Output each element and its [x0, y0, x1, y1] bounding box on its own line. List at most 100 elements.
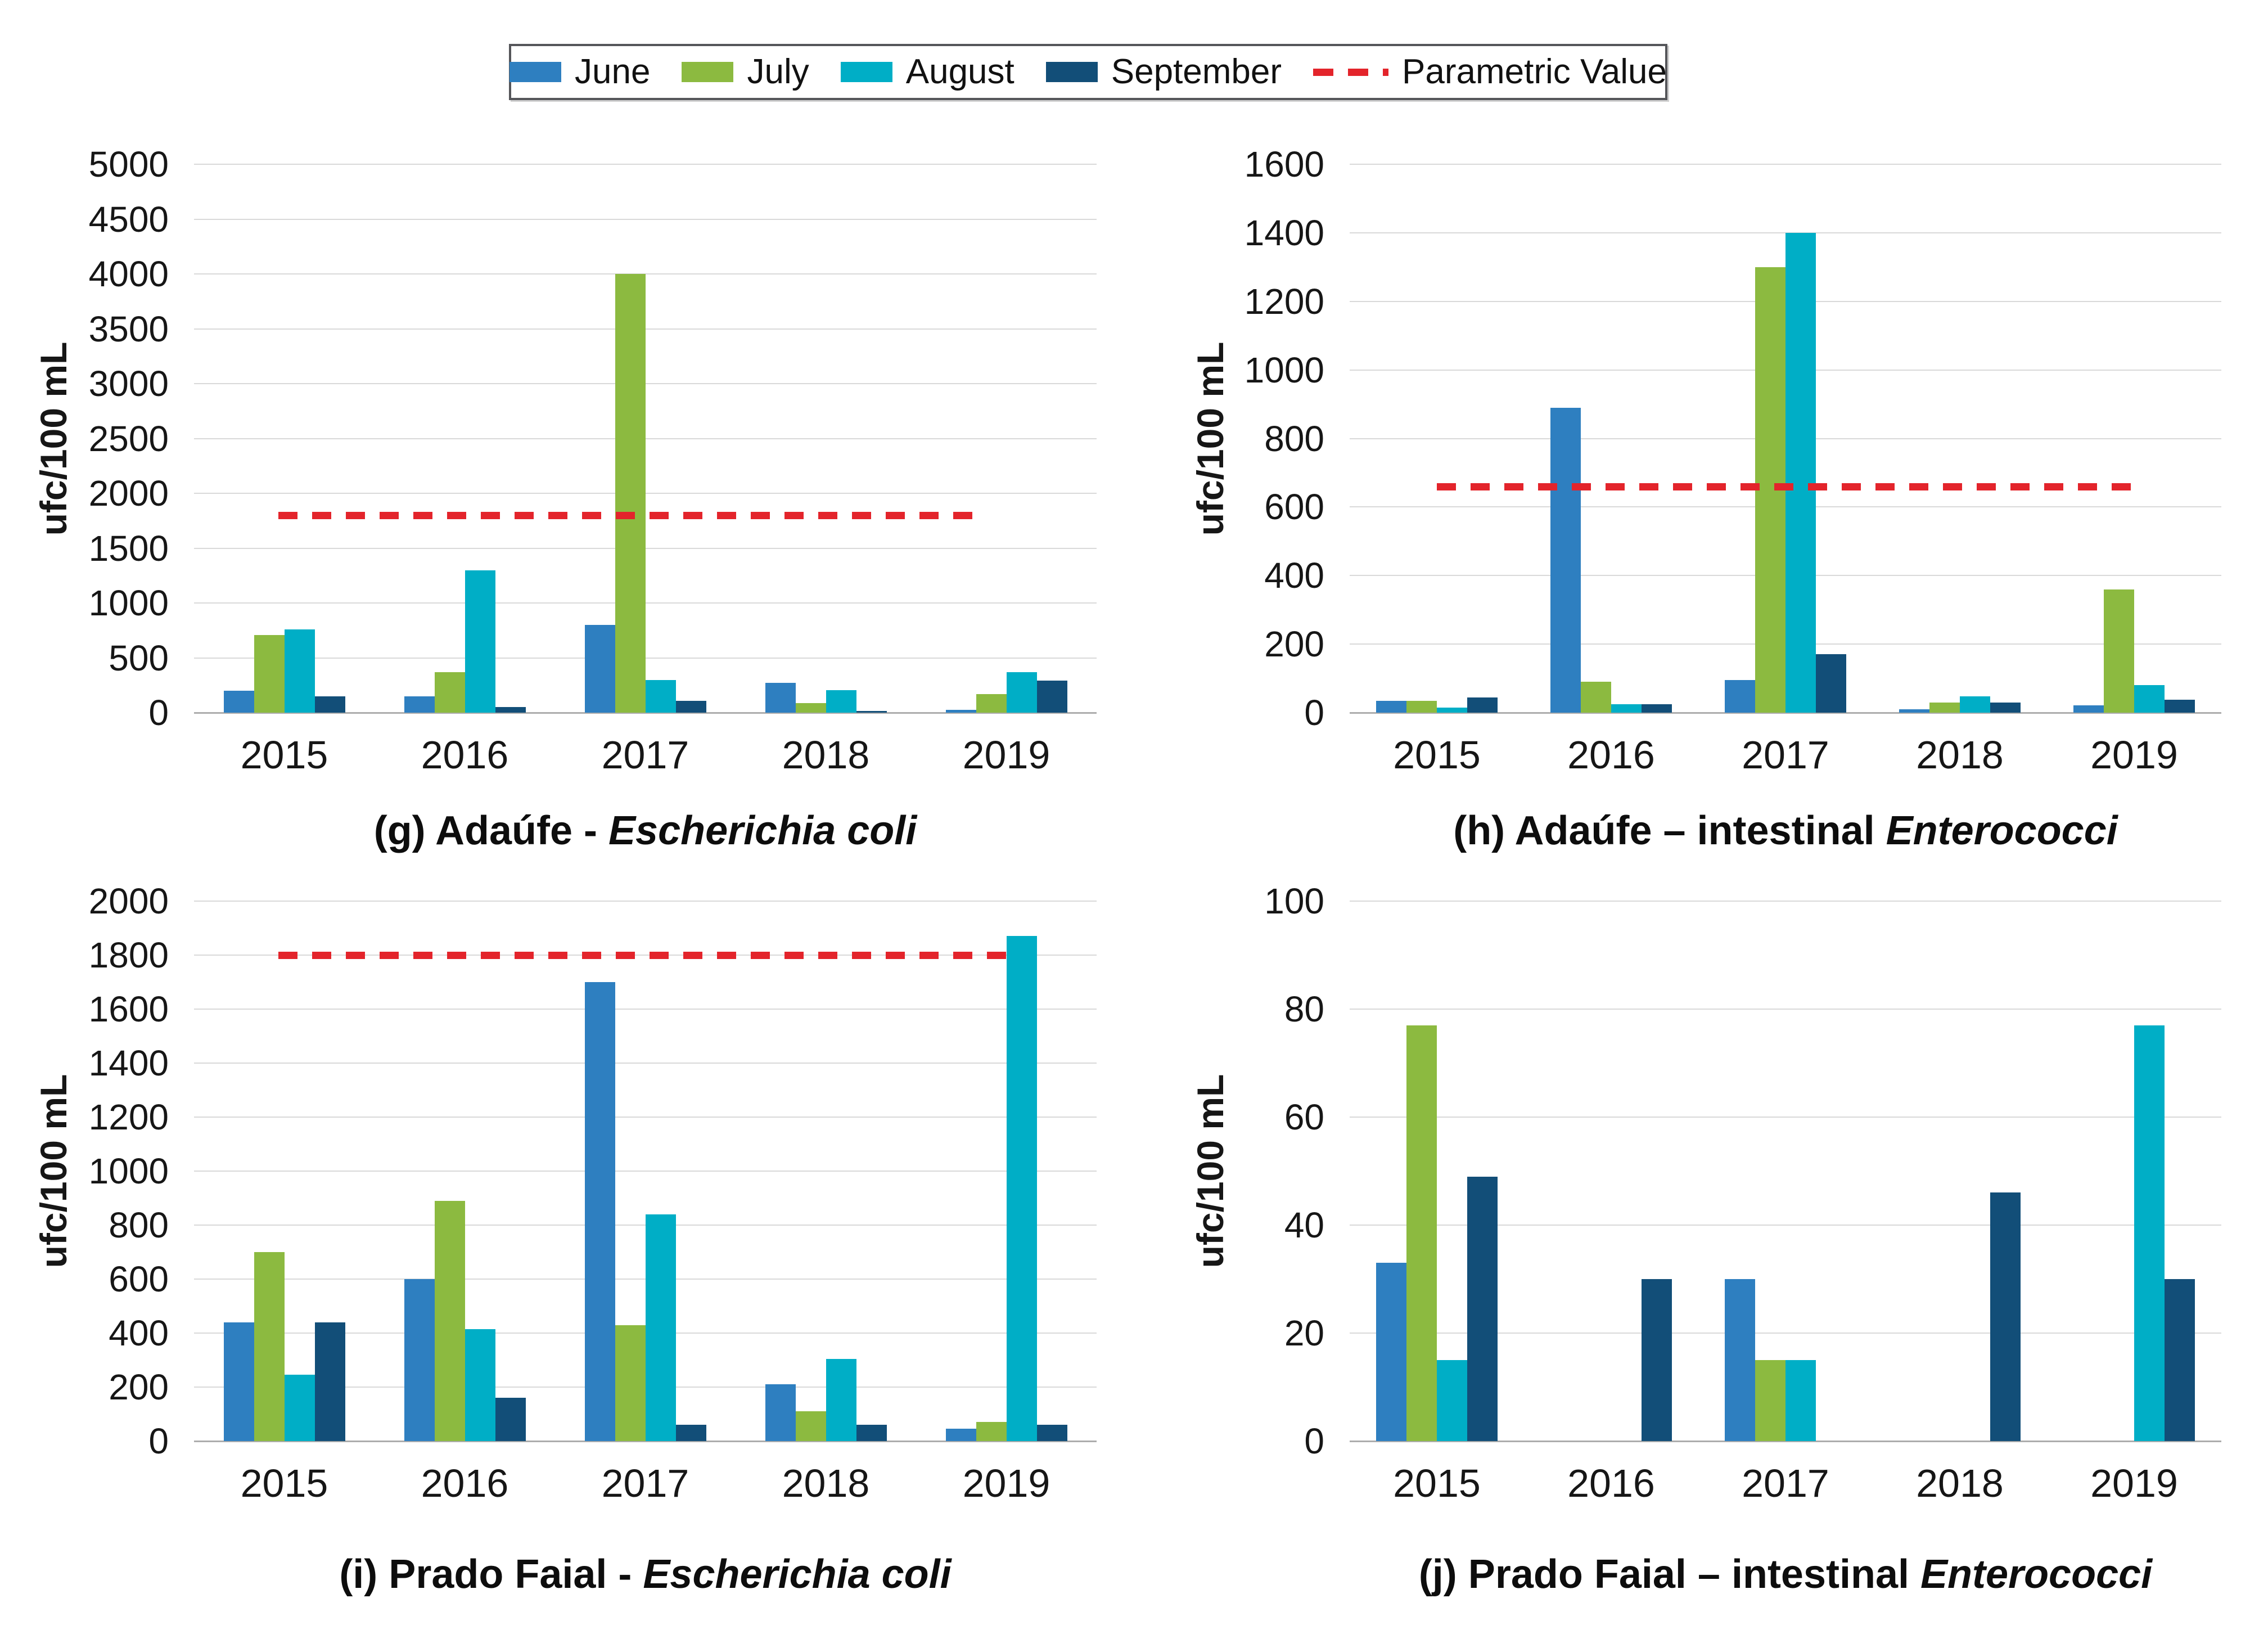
bar-august-2017: [645, 1214, 676, 1441]
y-tick-label: 400: [109, 1313, 169, 1353]
color-swatch-icon: [682, 62, 734, 82]
y-tick-label: 1500: [88, 528, 169, 569]
bar-june-2017: [584, 982, 615, 1441]
gridline: [1350, 1225, 2221, 1226]
parametric-value-line: [278, 512, 979, 519]
y-tick-label: 3500: [88, 308, 169, 349]
bar-july-2016: [1581, 682, 1611, 713]
x-axis-baseline: [194, 712, 1097, 714]
x-tick-label: 2017: [1742, 733, 1829, 777]
y-axis-title: ufc/100 mL: [33, 341, 74, 535]
color-swatch-icon: [840, 62, 892, 82]
y-tick-label: 2500: [88, 418, 169, 459]
bar-june-2016: [404, 1279, 435, 1441]
gridline: [1350, 901, 2221, 902]
bar-august-2019: [1006, 936, 1037, 1441]
bar-july-2018: [1929, 702, 1960, 713]
legend-item-parametric-value: Parametric Value: [1313, 55, 1667, 89]
y-tick-label: 500: [109, 637, 169, 678]
legend-item-june: June: [509, 55, 650, 89]
bar-july-2017: [615, 274, 646, 713]
legend-label: September: [1111, 52, 1282, 91]
bar-august-2016: [465, 1329, 495, 1441]
x-tick-label: 2016: [1567, 1461, 1655, 1505]
bar-september-2015: [1467, 697, 1498, 713]
y-tick-label: 800: [1264, 418, 1324, 459]
y-tick-label: 100: [1264, 881, 1324, 921]
caption-text: (h) Adaúfe – intestinal: [1453, 808, 1886, 853]
gridline: [1350, 1117, 2221, 1118]
y-tick-label: 5000: [88, 144, 169, 184]
bar-july-2019: [976, 694, 1007, 713]
bar-september-2017: [1816, 654, 1846, 713]
bar-june-2019: [2073, 705, 2104, 713]
bar-september-2019: [2165, 699, 2195, 713]
bar-june-2016: [404, 696, 435, 713]
chart-caption: (i) Prado Faial - Escherichia coli: [194, 1550, 1097, 1599]
bar-september-2019: [2165, 1279, 2195, 1441]
chart-caption: (h) Adaúfe – intestinal Enterococci: [1350, 807, 2221, 855]
bar-august-2015: [1437, 707, 1467, 713]
bar-september-2015: [314, 1322, 345, 1441]
y-tick-label: 4500: [88, 199, 169, 240]
x-tick-label: 2016: [421, 1461, 509, 1505]
bar-july-2019: [2104, 589, 2134, 713]
color-swatch-icon: [1045, 62, 1098, 82]
bar-august-2017: [1785, 1360, 1816, 1441]
y-tick-label: 800: [109, 1205, 169, 1245]
bar-june-2015: [1376, 700, 1406, 713]
x-axis-baseline: [1350, 1441, 2221, 1442]
legend-label: August: [905, 52, 1014, 91]
y-axis-title: ufc/100 mL: [1189, 1074, 1231, 1268]
bar-august-2016: [465, 570, 495, 713]
bar-august-2017: [1785, 232, 1816, 713]
x-tick-label: 2015: [240, 733, 328, 777]
bar-september-2019: [1036, 681, 1067, 713]
legend-label: July: [747, 52, 809, 91]
bar-september-2018: [856, 711, 887, 713]
x-tick-label: 2018: [782, 1461, 870, 1505]
x-tick-label: 2016: [421, 733, 509, 777]
bar-july-2017: [615, 1325, 646, 1441]
x-axis-baseline: [1350, 712, 2221, 714]
bar-september-2018: [1990, 702, 2021, 713]
y-tick-label: 2000: [88, 881, 169, 921]
gridline: [194, 273, 1097, 274]
bar-july-2015: [1406, 700, 1437, 713]
y-tick-label: 3000: [88, 363, 169, 404]
bar-june-2018: [765, 1384, 796, 1441]
caption-species-text: Enterococci: [1920, 1552, 2153, 1597]
gridline: [194, 1117, 1097, 1118]
gridline: [194, 1063, 1097, 1064]
bar-august-2016: [1611, 704, 1642, 713]
x-tick-label: 2015: [240, 1461, 328, 1505]
bar-july-2017: [1755, 1360, 1785, 1441]
gridline: [194, 383, 1097, 384]
bar-september-2017: [675, 1425, 706, 1441]
bar-august-2019: [2134, 1025, 2165, 1441]
x-tick-label: 2015: [1393, 733, 1481, 777]
bar-july-2018: [795, 703, 826, 713]
y-tick-label: 1400: [88, 1043, 169, 1083]
gridline: [1350, 1009, 2221, 1010]
y-tick-label: 0: [1304, 1421, 1324, 1461]
gridline: [194, 1171, 1097, 1172]
x-tick-label: 2019: [962, 1461, 1050, 1505]
legend-item-july: July: [682, 55, 809, 89]
x-axis-baseline: [194, 1441, 1097, 1442]
legend-item-september: September: [1045, 52, 1282, 91]
y-tick-label: 2000: [88, 473, 169, 514]
bar-july-2015: [254, 1252, 285, 1441]
bar-august-2017: [645, 679, 676, 713]
caption-species-text: Escherichia coli: [608, 808, 917, 853]
gridline: [194, 602, 1097, 604]
gridline: [194, 657, 1097, 659]
chart-caption: (j) Prado Faial – intestinal Enterococci: [1350, 1550, 2221, 1599]
gridline: [194, 218, 1097, 220]
y-tick-label: 1200: [1244, 281, 1324, 322]
caption-text: (i) Prado Faial -: [339, 1552, 643, 1597]
y-tick-label: 40: [1284, 1205, 1324, 1245]
bar-september-2018: [856, 1425, 887, 1441]
bar-june-2015: [223, 691, 254, 713]
